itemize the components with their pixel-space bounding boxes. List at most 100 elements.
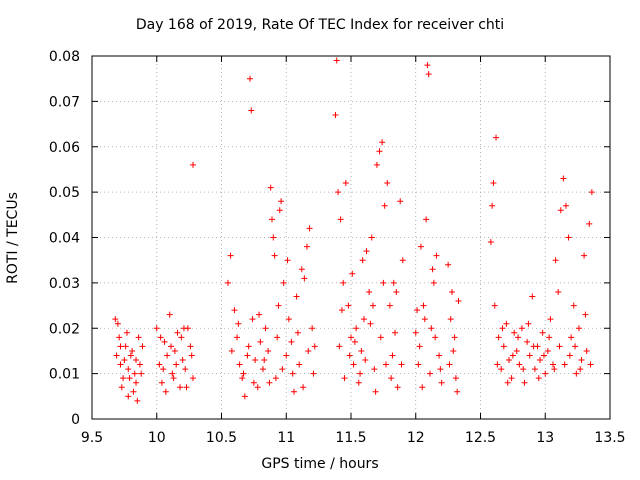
data-point (178, 334, 185, 341)
data-point (529, 293, 536, 300)
data-point (539, 329, 546, 336)
data-point (187, 343, 194, 350)
data-point (498, 366, 505, 373)
data-point (562, 202, 569, 209)
data-point (353, 325, 360, 332)
data-point (451, 334, 458, 341)
data-point (399, 257, 406, 264)
data-point (428, 325, 435, 332)
data-point (153, 325, 160, 332)
data-point (520, 366, 527, 373)
data-point (371, 366, 378, 373)
data-point (125, 393, 132, 400)
data-point (557, 207, 564, 214)
data-point (162, 388, 169, 395)
data-point (355, 379, 362, 386)
data-point (437, 366, 444, 373)
data-point (231, 307, 238, 314)
data-point (357, 370, 364, 377)
data-point (366, 288, 373, 295)
data-point (164, 352, 171, 359)
data-point (436, 352, 443, 359)
data-point (546, 334, 553, 341)
data-point (578, 357, 585, 364)
data-point (249, 316, 256, 323)
data-point (240, 370, 247, 377)
data-point (547, 316, 554, 323)
data-point (127, 352, 134, 359)
x-tick-label: 12 (407, 430, 425, 446)
data-point (503, 320, 510, 327)
data-point (345, 302, 352, 309)
data-point (551, 366, 558, 373)
data-point (284, 257, 291, 264)
x-tick-label: 9.5 (81, 430, 103, 446)
data-point (133, 379, 140, 386)
chart-title: Day 168 of 2019, Rate Of TEC Index for r… (135, 17, 505, 33)
data-point (291, 388, 298, 395)
data-point (161, 338, 168, 345)
data-point (256, 311, 263, 318)
data-point (581, 252, 588, 259)
data-point (179, 357, 186, 364)
data-point (306, 225, 313, 232)
data-point (377, 334, 384, 341)
x-axis: 9.5 10 10.5 11 11.5 12 12.5 13 13.5 (81, 56, 626, 446)
data-point (542, 370, 549, 377)
data-point (424, 62, 431, 69)
x-tick-label: 13.5 (594, 430, 625, 446)
data-point (450, 347, 457, 354)
data-point (133, 357, 140, 364)
data-point (454, 388, 461, 395)
data-series (112, 57, 595, 404)
data-point (570, 302, 577, 309)
data-point (359, 257, 366, 264)
data-point (489, 202, 496, 209)
data-point (504, 379, 511, 386)
data-point (372, 388, 379, 395)
data-point (280, 279, 287, 286)
data-point (587, 361, 594, 368)
data-point (332, 111, 339, 118)
data-point (169, 370, 176, 377)
data-point (335, 189, 342, 196)
data-point (337, 216, 344, 223)
data-point (342, 180, 349, 187)
x-tick-label: 10 (148, 430, 166, 446)
data-point (293, 293, 300, 300)
y-tick-label: 0.06 (49, 140, 80, 156)
data-point (130, 388, 137, 395)
data-point (244, 352, 251, 359)
data-point (171, 347, 178, 354)
data-point (294, 329, 301, 336)
data-point (246, 75, 253, 82)
y-tick-label: 0.08 (49, 49, 80, 65)
data-point (131, 370, 138, 377)
data-point (117, 343, 124, 350)
data-point (394, 384, 401, 391)
data-point (415, 361, 422, 368)
data-point (586, 220, 593, 227)
data-point (491, 302, 498, 309)
data-point (540, 352, 547, 359)
data-point (275, 302, 282, 309)
data-point (341, 375, 348, 382)
data-point (379, 139, 386, 146)
data-point (252, 357, 259, 364)
data-point (367, 320, 374, 327)
data-point (257, 338, 264, 345)
data-point (384, 180, 391, 187)
data-point (526, 352, 533, 359)
data-point (429, 266, 436, 273)
data-point (573, 370, 580, 377)
y-tick-label: 0 (71, 412, 80, 428)
data-point (414, 307, 421, 314)
data-point (190, 161, 197, 168)
data-point (236, 361, 243, 368)
data-point (432, 334, 439, 341)
data-point (493, 134, 500, 141)
data-point (537, 357, 544, 364)
data-point (120, 375, 127, 382)
y-tick-label: 0.02 (49, 321, 80, 337)
x-tick-label: 11.5 (335, 430, 366, 446)
